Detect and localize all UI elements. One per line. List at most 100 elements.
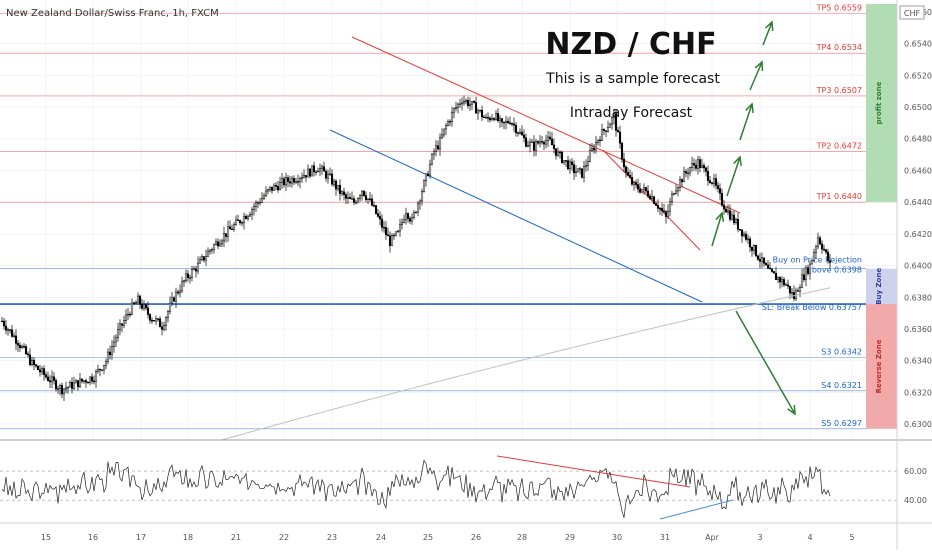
candle-body — [678, 179, 682, 188]
arrow-up-2-head — [733, 155, 742, 167]
candle-body — [82, 380, 86, 382]
candle-body — [398, 224, 402, 232]
candle-body — [768, 267, 772, 270]
candle-body — [124, 314, 128, 321]
candle-body — [250, 209, 254, 215]
candle-body — [642, 187, 646, 190]
candle-body — [28, 354, 32, 365]
candle-body — [504, 120, 508, 124]
arrow-up-4-head — [754, 60, 764, 72]
candle-body — [52, 376, 56, 381]
candle-body — [172, 297, 176, 302]
candle-body — [350, 198, 354, 200]
candle-body — [22, 346, 26, 348]
candle-body — [462, 100, 466, 104]
candle-body — [714, 178, 718, 186]
candle-body — [130, 302, 134, 315]
candle-body — [328, 173, 332, 175]
currency-badge: CHF — [904, 9, 921, 18]
candle-body — [222, 233, 226, 242]
candle-body — [494, 113, 498, 120]
candle-body — [520, 131, 524, 136]
oscillator-pane: 60.00 40.00 — [0, 455, 927, 520]
candle-body — [296, 181, 300, 183]
candle-body — [470, 101, 474, 105]
candle-body — [824, 249, 828, 253]
candle-body — [644, 187, 648, 192]
candle-body — [654, 203, 658, 206]
candle-body — [258, 202, 262, 204]
arrow-up-5-head — [764, 20, 774, 32]
candle-body — [44, 374, 48, 378]
candle-body — [294, 181, 298, 183]
candle-body — [204, 256, 208, 261]
candle-body — [342, 191, 346, 195]
candle-body — [162, 325, 166, 330]
candle-body — [716, 185, 720, 189]
time-tick-label: 22 — [279, 533, 289, 542]
candle-body — [802, 274, 806, 280]
candle-body — [610, 117, 614, 125]
candle-body — [746, 238, 750, 240]
candle-body — [584, 165, 588, 167]
candle-body — [682, 171, 686, 183]
candle-body — [588, 150, 592, 162]
candle-body — [218, 243, 222, 247]
candle-body — [72, 382, 76, 389]
candle-body — [290, 178, 294, 184]
candle-body — [332, 180, 336, 185]
osc-tick-label: 60.00 — [904, 467, 927, 476]
candle-body — [446, 121, 450, 126]
candle-body — [242, 216, 246, 223]
resistance-trendline — [351, 36, 741, 214]
candlesticks — [0, 95, 832, 441]
zone-label: Reverse Zone — [875, 339, 883, 393]
candle-body — [140, 303, 144, 309]
candle-body — [434, 145, 438, 152]
candle-body — [814, 246, 818, 253]
candle-body — [478, 109, 482, 112]
candle-body — [282, 178, 286, 186]
level-label: above 0.6398 — [807, 266, 862, 275]
candle-body — [752, 244, 756, 251]
candle-body — [784, 284, 788, 286]
candle-body — [352, 198, 356, 203]
candle-body — [786, 284, 790, 287]
candle-body — [602, 129, 606, 131]
main-pane — [0, 0, 897, 440]
candle-body — [118, 323, 122, 330]
candle-body — [64, 387, 68, 390]
candle-body — [186, 273, 190, 278]
candle-body — [166, 311, 170, 319]
candle-body — [388, 235, 392, 246]
candle-body — [688, 167, 692, 174]
candle-body — [590, 148, 594, 151]
time-tick-label: 24 — [376, 533, 386, 542]
candle-body — [548, 136, 552, 140]
candle-body — [536, 141, 540, 144]
candle-body — [598, 139, 602, 142]
candle-body — [448, 121, 452, 123]
time-tick-label: 17 — [136, 533, 146, 542]
candle-body — [622, 158, 626, 168]
candle-body — [614, 113, 618, 131]
candle-body — [378, 216, 382, 220]
candle-body — [564, 160, 568, 162]
candle-body — [558, 151, 562, 154]
time-tick-label: 3 — [757, 533, 762, 542]
zone-2 — [866, 304, 897, 429]
candle-body — [572, 164, 576, 174]
candle-body — [374, 205, 378, 214]
candle-body — [202, 256, 206, 261]
candle-body — [0, 320, 4, 323]
candle-body — [364, 195, 368, 200]
level-label: TP2 0.6472 — [816, 141, 862, 150]
level-label: SL: Break Below 0.63757 — [762, 303, 862, 312]
candle-body — [154, 318, 158, 322]
candle-body — [316, 170, 320, 173]
candle-body — [324, 170, 328, 179]
